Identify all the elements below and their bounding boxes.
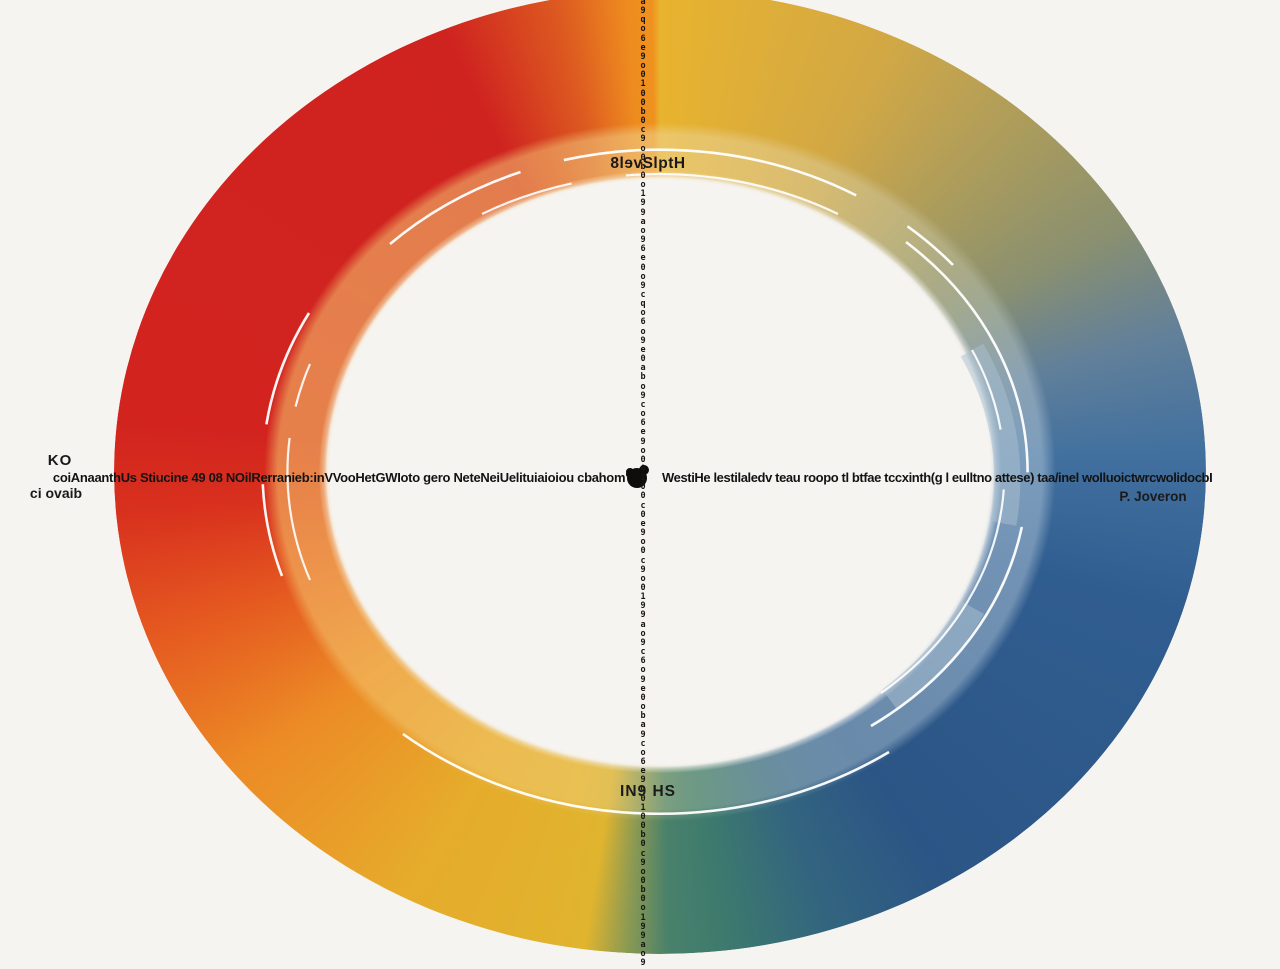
white-arc-right-outer <box>870 240 1029 728</box>
light-blue-wash-arc <box>882 343 1021 711</box>
white-arc-top-outer <box>389 148 954 266</box>
vertical-glyph-axis: a9qo6e9o0100b0c9o0b0o199ao96e0o9cqo6o9e0… <box>640 0 646 969</box>
left-sub-label: ci ovaib <box>29 485 83 501</box>
white-arc-bottom <box>402 732 890 816</box>
horizontal-axis-text-left: coiAnaanthUs Stiucine 49 08 NOilRerranie… <box>52 470 628 485</box>
left-heading-label: KO <box>47 452 73 469</box>
white-arc-left-outer <box>261 312 311 577</box>
horizontal-axis-text-right: WestiHe lestilaledv teau roopo tl btfae … <box>662 470 1213 485</box>
ink-blob-icon <box>626 465 649 488</box>
bottom-label: IN9 HS <box>620 783 676 800</box>
attribution-label: P. Joveron <box>1119 489 1187 504</box>
white-arc-top-inner <box>481 172 839 215</box>
inner-watercolor-band <box>114 0 1206 954</box>
white-arc-left-inner <box>286 363 312 581</box>
white-arc-right-inner <box>880 349 1006 694</box>
top-label: 8lɘvSlptH <box>610 155 686 172</box>
